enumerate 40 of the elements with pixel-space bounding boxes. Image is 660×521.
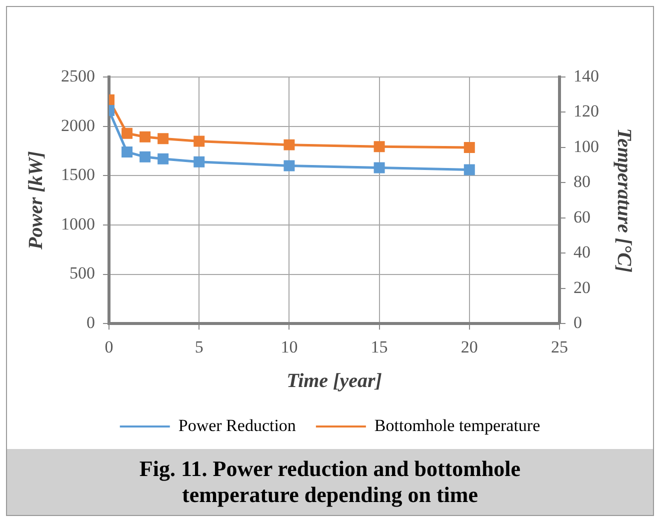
y-tick-label: 1000 xyxy=(61,214,95,234)
y-tick-label: 0 xyxy=(86,313,95,332)
point xyxy=(374,162,385,174)
legend-label: Power Reduction xyxy=(178,416,296,435)
text: Fig. 11. Power reduction and bottomhole temperature depending on time xyxy=(7,449,653,515)
y-tick-label: 2000 xyxy=(61,116,95,135)
y2-axis-title: Temperature [°C] xyxy=(612,128,635,273)
x-tick-label: 0 xyxy=(104,337,114,356)
point xyxy=(284,139,295,150)
x-tick-label: 25 xyxy=(551,337,568,356)
point xyxy=(284,160,295,172)
point xyxy=(140,131,151,142)
x-tick-label: 10 xyxy=(280,337,298,356)
x-axis-title: Time [year] xyxy=(286,370,382,392)
point xyxy=(158,133,169,144)
y-tick-label: 1500 xyxy=(61,165,95,184)
point xyxy=(374,141,385,152)
y-tick-label: 2500 xyxy=(61,66,95,86)
point xyxy=(464,164,475,176)
y2-tick-label: 60 xyxy=(574,207,590,226)
point xyxy=(194,136,205,147)
y2-tick-label: 120 xyxy=(574,102,599,121)
point xyxy=(194,156,205,168)
y2-tick-label: 0 xyxy=(574,313,582,332)
point xyxy=(158,153,169,164)
y2-tick-label: 20 xyxy=(574,278,590,297)
y2-tick-label: 40 xyxy=(574,242,590,262)
x-tick-label: 15 xyxy=(370,337,388,356)
point xyxy=(140,151,151,162)
point xyxy=(122,128,133,139)
y-tick-label: 500 xyxy=(70,264,95,283)
x-tick-label: 5 xyxy=(194,337,204,356)
y2-tick-label: 80 xyxy=(574,172,590,192)
y-axis-title: Power [kW] xyxy=(25,150,48,250)
point xyxy=(464,142,475,153)
y2-tick-label: 140 xyxy=(574,66,599,86)
legend-label: Bottomhole temperature xyxy=(374,416,540,435)
point xyxy=(122,146,133,158)
x-tick-label: 20 xyxy=(460,337,478,356)
y2-tick-label: 100 xyxy=(574,136,599,156)
